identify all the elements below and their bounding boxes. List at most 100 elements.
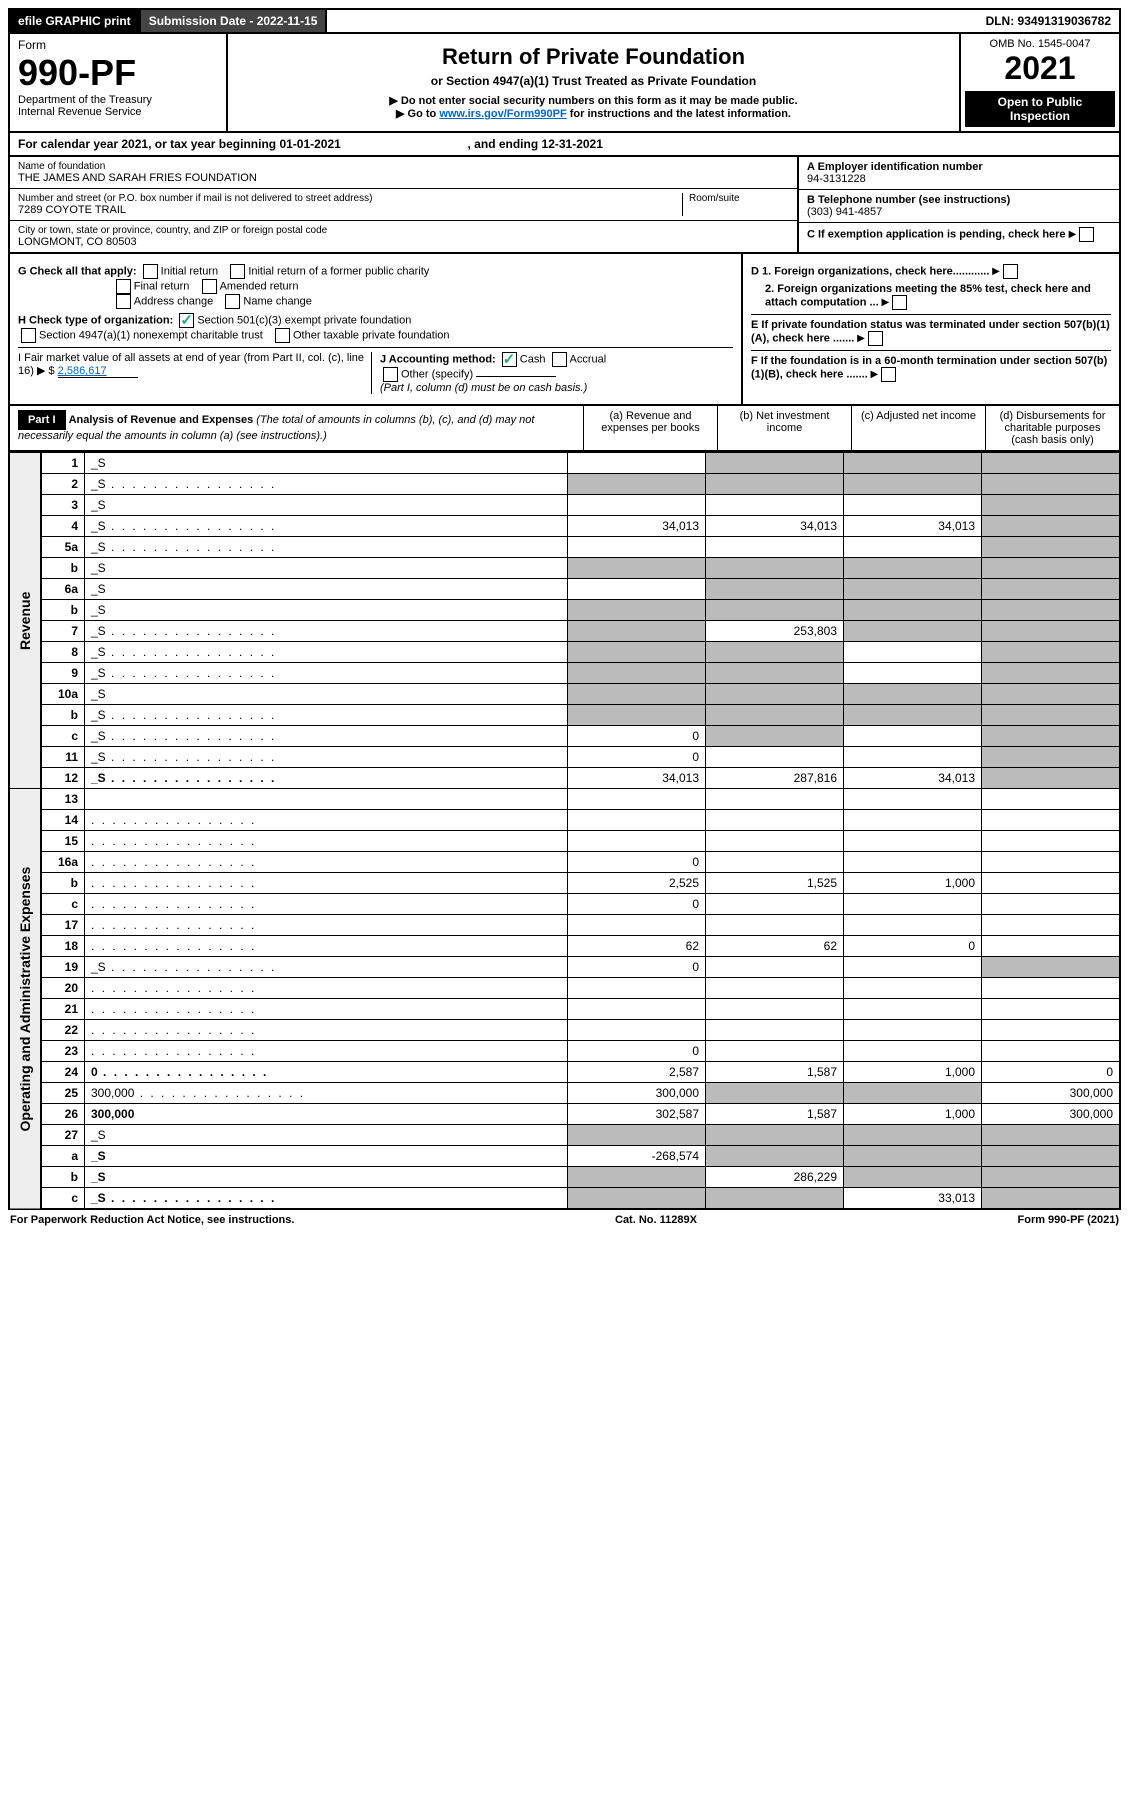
cell-d	[982, 558, 1121, 579]
cell-c	[844, 789, 982, 810]
page-title: Return of Private Foundation	[234, 44, 953, 70]
h-other[interactable]	[275, 328, 290, 343]
cell-a	[568, 684, 706, 705]
cell-a	[568, 537, 706, 558]
cell-b	[706, 1041, 844, 1062]
line-number: 7	[41, 621, 85, 642]
table-row: c0	[9, 894, 1120, 915]
cell-c	[844, 642, 982, 663]
e-checkbox[interactable]	[868, 331, 883, 346]
dept: Department of the Treasury	[18, 94, 218, 106]
line-desc: _S	[85, 705, 568, 726]
cell-a	[568, 495, 706, 516]
part1-table: Revenue1_S2_S3_S4_S34,01334,01334,0135a_…	[8, 452, 1121, 1210]
f-checkbox[interactable]	[881, 367, 896, 382]
cell-a	[568, 705, 706, 726]
addr-label: Number and street (or P.O. box number if…	[18, 193, 682, 204]
fmv-value[interactable]: 2,586,617	[58, 365, 138, 378]
cell-b	[706, 999, 844, 1020]
cell-d	[982, 453, 1121, 474]
table-row: 27_S	[9, 1125, 1120, 1146]
line-number: 20	[41, 978, 85, 999]
cell-a	[568, 600, 706, 621]
header-left: Form 990-PF Department of the Treasury I…	[10, 34, 228, 131]
dln: DLN: 93491319036782	[978, 10, 1119, 32]
note2-pre: ▶ Go to	[396, 108, 439, 120]
cell-b	[706, 747, 844, 768]
entity-info: Name of foundation THE JAMES AND SARAH F…	[8, 157, 1121, 254]
cell-d	[982, 495, 1121, 516]
line-desc: _S	[85, 642, 568, 663]
cell-a: 0	[568, 894, 706, 915]
cell-a	[568, 810, 706, 831]
table-row: Revenue1_S	[9, 453, 1120, 474]
cell-d	[982, 1125, 1121, 1146]
cell-b	[706, 537, 844, 558]
table-row: b_S286,229	[9, 1167, 1120, 1188]
g-amended[interactable]	[202, 279, 217, 294]
line-desc: _S	[85, 663, 568, 684]
cell-c	[844, 810, 982, 831]
cell-b: 253,803	[706, 621, 844, 642]
cell-c	[844, 726, 982, 747]
j-other[interactable]	[383, 367, 398, 382]
cell-a: 0	[568, 747, 706, 768]
cell-a: 302,587	[568, 1104, 706, 1125]
cell-b	[706, 1083, 844, 1104]
line-number: 13	[41, 789, 85, 810]
cell-d: 300,000	[982, 1083, 1121, 1104]
line-number: c	[41, 1188, 85, 1210]
table-row: 7_S253,803	[9, 621, 1120, 642]
table-row: b_S	[9, 705, 1120, 726]
form-header: Form 990-PF Department of the Treasury I…	[8, 34, 1121, 133]
subtitle: or Section 4947(a)(1) Trust Treated as P…	[234, 74, 953, 88]
cell-c	[844, 915, 982, 936]
cell-d	[982, 663, 1121, 684]
table-row: 9_S	[9, 663, 1120, 684]
d1-checkbox[interactable]	[1003, 264, 1018, 279]
phone-label: B Telephone number (see instructions)	[807, 194, 1111, 206]
cell-a	[568, 558, 706, 579]
line-desc	[85, 978, 568, 999]
table-row: b_S	[9, 600, 1120, 621]
omb: OMB No. 1545-0047	[965, 38, 1115, 50]
cell-b	[706, 852, 844, 873]
line-desc: _S	[85, 453, 568, 474]
cell-c	[844, 495, 982, 516]
cell-a	[568, 1167, 706, 1188]
line-number: 8	[41, 642, 85, 663]
h-4947[interactable]	[21, 328, 36, 343]
line-desc: _S	[85, 558, 568, 579]
irs-link[interactable]: www.irs.gov/Form990PF	[439, 108, 566, 120]
j-other-lbl: Other (specify)	[401, 368, 473, 380]
cell-d	[982, 537, 1121, 558]
g-opt-1: Initial return of a former public charit…	[248, 265, 429, 277]
cell-c	[844, 1125, 982, 1146]
line-number: 27	[41, 1125, 85, 1146]
h-501c3[interactable]	[179, 313, 194, 328]
line-number: 21	[41, 999, 85, 1020]
g-initial-return[interactable]	[143, 264, 158, 279]
table-row: b2,5251,5251,000	[9, 873, 1120, 894]
cell-a	[568, 579, 706, 600]
cell-a	[568, 915, 706, 936]
g-address[interactable]	[116, 294, 131, 309]
c-checkbox[interactable]	[1079, 227, 1094, 242]
cell-c	[844, 1083, 982, 1104]
g-opt-0: Initial return	[161, 265, 218, 277]
cell-c: 0	[844, 936, 982, 957]
cell-a: 62	[568, 936, 706, 957]
cell-b	[706, 453, 844, 474]
cell-c: 1,000	[844, 873, 982, 894]
g-name-change[interactable]	[225, 294, 240, 309]
line-number: 19	[41, 957, 85, 978]
part1-title: Analysis of Revenue and Expenses	[69, 414, 254, 426]
g-initial-former[interactable]	[230, 264, 245, 279]
table-row: 1862620	[9, 936, 1120, 957]
d2-checkbox[interactable]	[892, 295, 907, 310]
cell-c	[844, 621, 982, 642]
g-final[interactable]	[116, 279, 131, 294]
table-row: 6a_S	[9, 579, 1120, 600]
j-accrual[interactable]	[552, 352, 567, 367]
j-cash[interactable]	[502, 352, 517, 367]
